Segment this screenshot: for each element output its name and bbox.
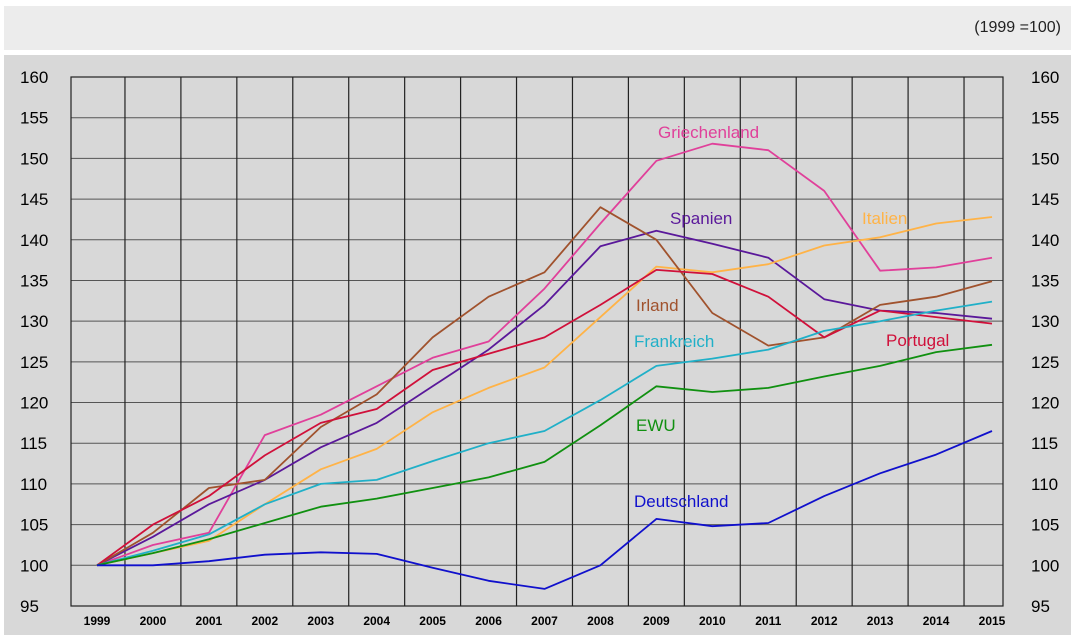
- y-tick-label-left: 145: [20, 190, 48, 209]
- x-tick-label: 2013: [867, 614, 894, 628]
- x-tick-label: 2004: [363, 614, 390, 628]
- y-tick-label-right: 150: [1031, 149, 1059, 168]
- y-tick-label-right: 115: [1031, 434, 1058, 453]
- series-label-italien: Italien: [862, 209, 907, 228]
- y-tick-label-right: 155: [1031, 109, 1059, 128]
- series-lines: [96, 142, 993, 590]
- series-label-portugal: Portugal: [886, 331, 949, 350]
- y-tick-label-left: 125: [20, 353, 48, 372]
- x-tick-label: 2000: [140, 614, 167, 628]
- x-tick-label: 2003: [307, 614, 334, 628]
- y-tick-label-right: 135: [1031, 271, 1059, 290]
- y-tick-label-left: 135: [20, 271, 48, 290]
- y-tick-label-right: 105: [1031, 516, 1059, 535]
- series-line-griechenland: [96, 142, 993, 567]
- y-tick-label-left: 155: [20, 109, 48, 128]
- x-tick-label: 2009: [643, 614, 670, 628]
- series-label-irland: Irland: [636, 296, 679, 315]
- x-tick-label: 2007: [531, 614, 558, 628]
- y-tick-label-right: 110: [1031, 475, 1058, 494]
- series-label-frankreich: Frankreich: [634, 332, 714, 351]
- series-line-frankreich: [96, 300, 993, 567]
- y-tick-label-right: 120: [1031, 394, 1059, 413]
- x-tick-label: 1999: [84, 614, 111, 628]
- y-tick-label-left: 130: [20, 312, 48, 331]
- base-year-note: (1999 =100): [974, 19, 1061, 36]
- x-tick-label: 2002: [251, 614, 278, 628]
- chart-header-band: (1999 =100): [4, 6, 1071, 50]
- series-line-spanien: [96, 229, 993, 567]
- series-labels: Griechenland Spanien Italien Irland Portugal…: [634, 123, 949, 511]
- axis-ticks: 95 95 100 100 105 105 110 110 115 115 120 120 125 125…: [20, 68, 1059, 628]
- y-tick-label-left: 120: [20, 394, 48, 413]
- plot-area: [71, 77, 1003, 606]
- series-line-italien: [96, 216, 993, 567]
- grid-lines: [70, 76, 1004, 607]
- x-tick-label: 2011: [755, 614, 781, 628]
- y-tick-label-left: 105: [20, 516, 48, 535]
- y-tick-label-right: 145: [1031, 190, 1059, 209]
- x-tick-label: 2006: [475, 614, 502, 628]
- y-tick-label-left: 110: [20, 475, 47, 494]
- x-tick-label: 2008: [587, 614, 614, 628]
- y-tick-label-left: 100: [20, 556, 48, 575]
- y-tick-label-left: 140: [20, 231, 48, 250]
- series-label-ewu: EWU: [636, 416, 676, 435]
- x-tick-label: 2010: [699, 614, 726, 628]
- y-tick-label-left: 95: [20, 597, 39, 616]
- x-tick-label: 2005: [419, 614, 446, 628]
- x-tick-label: 2015: [979, 614, 1006, 628]
- x-tick-label: 2012: [811, 614, 838, 628]
- series-label-spanien: Spanien: [670, 209, 732, 228]
- y-tick-label-right: 125: [1031, 353, 1059, 372]
- y-tick-label-left: 115: [20, 434, 47, 453]
- series-line-ewu: [96, 343, 993, 567]
- y-tick-label-right: 140: [1031, 231, 1059, 250]
- y-tick-label-right: 160: [1031, 68, 1059, 87]
- series-label-deutschland: Deutschland: [634, 492, 729, 511]
- y-tick-label-right: 95: [1031, 597, 1050, 616]
- y-tick-label-right: 100: [1031, 556, 1059, 575]
- y-tick-label-left: 150: [20, 149, 48, 168]
- series-line-irland: [96, 206, 993, 567]
- x-tick-label: 2001: [196, 614, 223, 628]
- plot-border: [70, 76, 1004, 607]
- series-label-griechenland: Griechenland: [658, 123, 759, 142]
- y-tick-label-right: 130: [1031, 312, 1059, 331]
- x-tick-label: 2014: [923, 614, 950, 628]
- y-tick-label-left: 160: [20, 68, 48, 87]
- series-line-deutschland: [97, 430, 993, 590]
